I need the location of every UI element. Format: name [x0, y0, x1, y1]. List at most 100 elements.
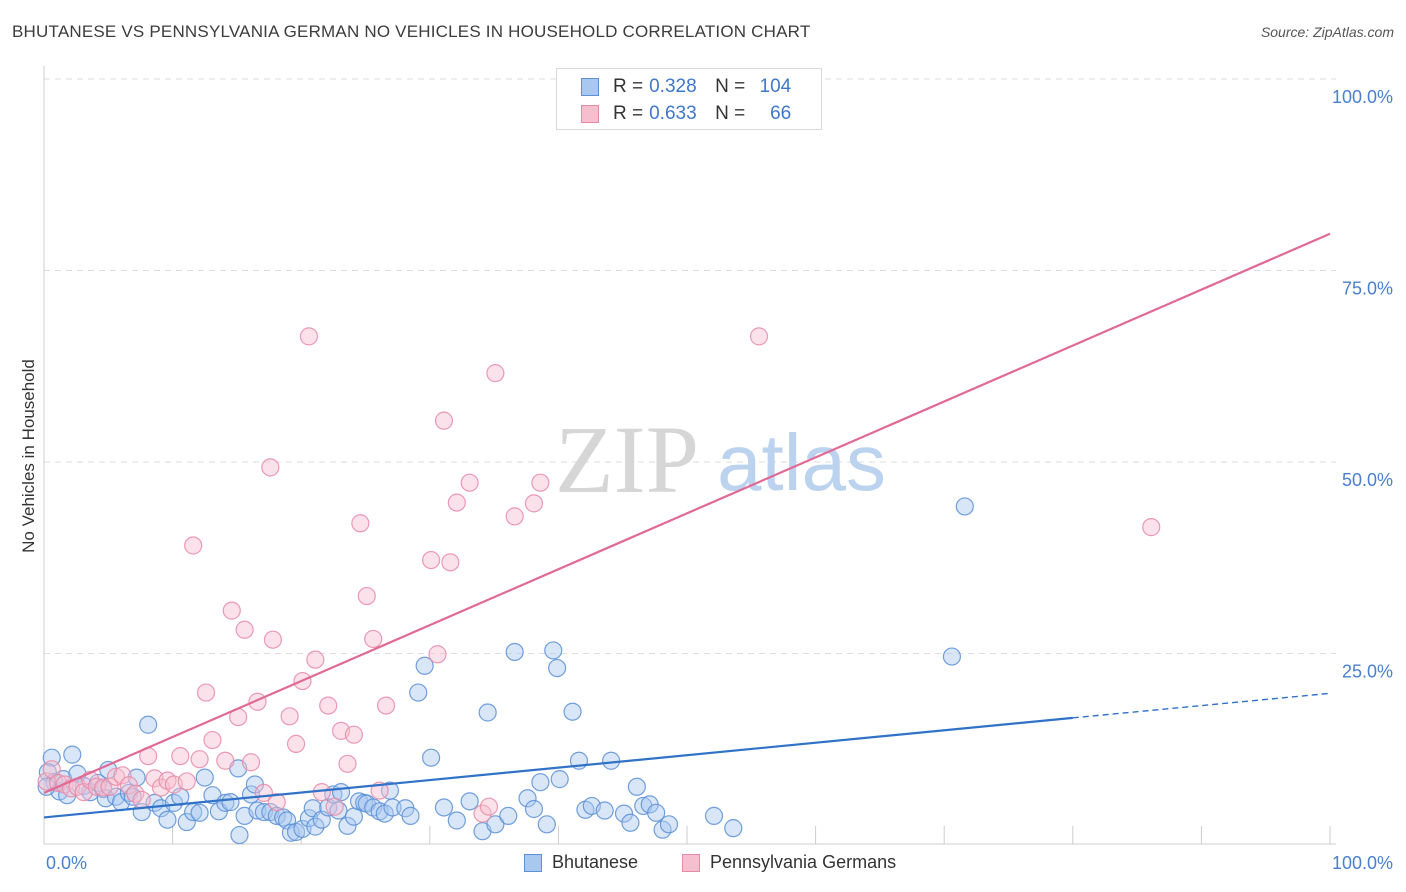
x-tick-label-max: 100.0% — [1332, 853, 1393, 873]
bhutanese-point — [401, 806, 420, 825]
bhutanese-point — [139, 715, 158, 734]
pennsylvania-german-point — [177, 772, 196, 791]
bhutanese-point — [158, 810, 177, 829]
legend-item-bhutanese: Bhutanese — [524, 852, 638, 873]
bhutanese-point — [267, 806, 286, 825]
pennsylvania-german-point — [505, 507, 524, 526]
pennsylvania-german-point — [421, 550, 441, 570]
pennsylvania-german-point — [222, 601, 241, 620]
watermark-zip: ZIP — [555, 406, 699, 513]
bhutanese-point — [518, 789, 537, 808]
pennsylvania-german-point — [1142, 518, 1161, 537]
pennsylvania-german-point — [132, 790, 151, 809]
legend-r-value: 0.328 — [649, 76, 697, 97]
bhutanese-point — [531, 773, 550, 792]
pennsylvania-german-point — [106, 767, 126, 786]
pennsylvania-german-point — [325, 797, 344, 816]
pennsylvania-german-point — [749, 327, 769, 346]
pennsylvania-german-point — [113, 766, 132, 785]
pennsylvania-german-point — [196, 683, 216, 702]
bhutanese-point — [195, 768, 214, 787]
bhutanese-point — [281, 823, 301, 842]
pennsylvania-german-point — [357, 586, 376, 606]
pennsylvania-german-point — [486, 364, 505, 383]
correlation-legend: R = 0.328 N = 104 R = 0.633 N = 66 — [556, 68, 822, 130]
pennsylvania-german-point — [319, 696, 338, 715]
pennsylvania-german-point — [473, 804, 492, 823]
y-axis-title: No Vehicles in Household — [19, 359, 38, 553]
pennsylvania-german-point — [190, 750, 209, 769]
pennsylvania-german-point — [524, 494, 544, 513]
legend-swatch-pink — [581, 105, 599, 123]
y-tick-label: 50.0% — [1342, 470, 1393, 490]
pennsylvania-german-points — [37, 69, 1161, 823]
pennsylvania-germans-swatch — [682, 853, 700, 872]
pennsylvania-german-point — [241, 753, 261, 772]
bhutanese-point — [478, 703, 497, 722]
pennsylvania-german-point — [184, 536, 203, 555]
pennsylvania-german-point — [351, 514, 370, 533]
bhutanese-point — [659, 815, 679, 834]
legend-r-label: R = — [613, 76, 644, 97]
bhutanese-point — [447, 811, 466, 830]
bhutanese-point — [306, 817, 325, 836]
bhutanese-point — [409, 683, 428, 702]
legend-row-bhutanese: R = 0.328 N = 104 — [581, 75, 791, 99]
pennsylvania-german-point — [441, 553, 460, 572]
gridlines — [44, 78, 1336, 654]
pennsylvania-german-point — [428, 645, 447, 664]
bhutanese-point — [955, 497, 974, 516]
pennsylvania-german-point — [171, 747, 190, 766]
pennsylvania-german-point — [447, 493, 466, 512]
pennsylvania-german-point — [203, 730, 222, 750]
pennsylvania-german-point — [100, 777, 119, 796]
pennsylvania-german-point — [235, 620, 254, 639]
pennsylvania-german-point — [376, 696, 396, 715]
legend-n-value: 66 — [770, 103, 792, 124]
bhutanese-point — [614, 804, 634, 823]
legend-n-label: N = — [715, 103, 746, 124]
bhutanese-point — [434, 798, 454, 817]
bhutanese-point — [499, 806, 518, 825]
bhutanese-swatch — [524, 853, 542, 872]
pennsylvania-german-point — [306, 650, 325, 669]
pennsylvania-german-point — [344, 725, 364, 744]
watermark: ZIP atlas — [555, 406, 886, 513]
bhutanese-point — [190, 803, 209, 822]
bhutanese-point — [548, 658, 567, 678]
legend-r-value: 0.633 — [649, 103, 697, 124]
pennsylvania-german-point — [434, 411, 454, 430]
chart-title: BHUTANESE VS PENNSYLVANIA GERMAN NO VEHI… — [12, 22, 811, 41]
bhutanese-point — [621, 813, 640, 832]
bhutanese-point — [647, 803, 666, 822]
bhutanese-point — [724, 819, 743, 838]
bhutanese-point — [127, 768, 146, 787]
y-tick-label: 100.0% — [1332, 87, 1393, 107]
bhutanese-point — [524, 799, 544, 819]
pennsylvania-german-point — [87, 777, 106, 796]
legend-row-pennsylvania-germans: R = 0.633 N = 66 — [581, 102, 791, 126]
bhutanese-point — [704, 806, 724, 825]
bhutanese-point — [230, 825, 249, 845]
bhutanese-point — [627, 777, 646, 796]
bhutanese-point — [383, 798, 402, 817]
x-tick-label-min: 0.0% — [46, 853, 87, 873]
pennsylvania-germans-label: Pennsylvania Germans — [710, 852, 897, 872]
bhutanese-point — [63, 745, 82, 764]
bhutanese-label: Bhutanese — [552, 852, 639, 872]
legend-r-label: R = — [613, 103, 644, 124]
bhutanese-point — [942, 647, 962, 666]
bhutanese-point — [602, 751, 621, 770]
x-axis-ticks — [43, 826, 1331, 844]
bhutanese-point — [505, 642, 524, 662]
legend-item-pennsylvania-germans: Pennsylvania Germans — [682, 852, 896, 873]
pennsylvania-german-trend-line — [43, 232, 1331, 794]
bhutanese-point — [550, 770, 569, 789]
bhutanese-point — [177, 812, 196, 832]
series-legend: Bhutanese Pennsylvania Germans — [0, 852, 1406, 876]
pennsylvania-german-point — [531, 473, 550, 492]
pennsylvania-german-point — [286, 734, 306, 753]
bhutanese-point — [221, 793, 240, 812]
bhutanese-point — [563, 702, 582, 721]
